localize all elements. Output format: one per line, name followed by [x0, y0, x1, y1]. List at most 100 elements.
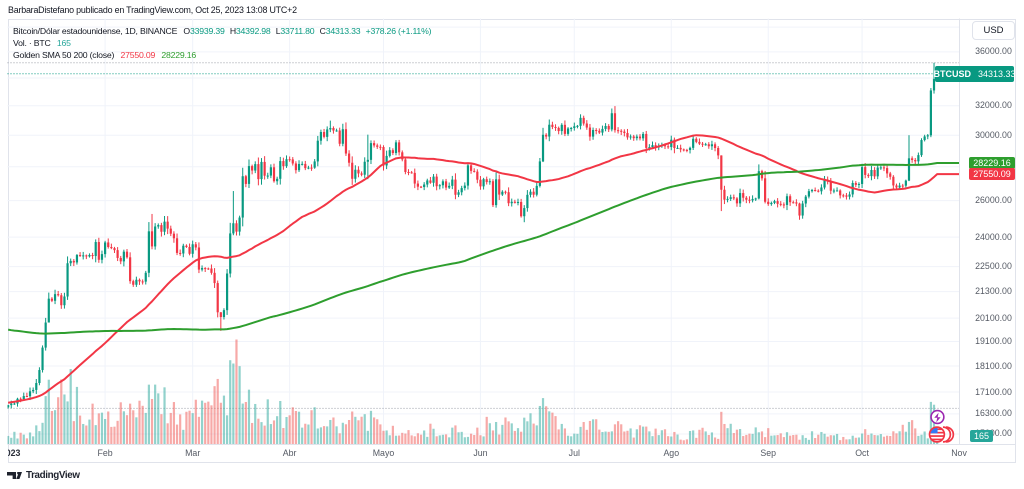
candle-body: [416, 183, 419, 187]
currency-usd-button[interactable]: USD: [972, 21, 1015, 40]
candle-body: [391, 150, 394, 154]
volume-bar: [804, 437, 807, 445]
volume-bar: [839, 440, 842, 445]
volume-bar: [366, 430, 369, 445]
volume-bar: [554, 416, 557, 445]
candle-body: [476, 171, 479, 180]
volume-bar: [566, 435, 570, 445]
volume-value-badge: 165: [970, 430, 993, 443]
tradingview-logo[interactable]: TradingView: [7, 470, 80, 481]
candle-body: [401, 152, 404, 160]
volume-bar: [698, 429, 701, 445]
volume-bar: [376, 419, 379, 445]
volume-bar: [122, 411, 125, 445]
price-tick-label: 19100.00: [975, 335, 1012, 346]
candle-body: [229, 233, 232, 274]
candle-body: [25, 396, 28, 398]
candle-body: [225, 273, 229, 311]
candle-body: [129, 257, 132, 282]
volume-bar: [479, 435, 482, 445]
candle-body: [885, 168, 889, 174]
candle-body: [620, 130, 623, 132]
candle-body: [516, 201, 520, 203]
volume-bar: [282, 428, 285, 445]
volume-bar: [429, 423, 432, 445]
us-flag-event-icon[interactable]: [929, 427, 945, 443]
candle-body: [563, 124, 567, 134]
volume-bar: [25, 438, 28, 445]
volume-bar: [72, 421, 75, 445]
candle-body: [685, 149, 689, 151]
event-markers[interactable]: [928, 409, 955, 443]
candle-body: [451, 179, 454, 186]
candle-body: [776, 201, 779, 204]
candle-body: [172, 233, 176, 239]
candle-body: [554, 126, 557, 128]
candle-body: [651, 145, 654, 148]
volume-bar: [285, 416, 288, 445]
volume-bar: [507, 421, 510, 445]
volume-bar: [7, 435, 10, 445]
candle-body: [898, 185, 901, 188]
volume-bar: [488, 423, 491, 445]
volume-bar: [926, 438, 929, 445]
candle-body: [360, 173, 363, 175]
volume-bar: [717, 438, 720, 445]
legend-indicator-row[interactable]: Golden SMA 50 200 (close) 27550.09 28229…: [13, 50, 196, 60]
candle-body: [635, 136, 638, 139]
volume-bar: [441, 434, 445, 445]
candle-body: [179, 252, 182, 254]
candle-body: [35, 383, 38, 390]
candle-body: [32, 389, 35, 392]
volume-bar: [222, 395, 226, 445]
candle-body: [701, 143, 704, 145]
candle-body: [78, 255, 82, 257]
candle-body: [175, 238, 179, 253]
candle-body: [738, 193, 742, 204]
candle-body: [460, 188, 463, 193]
symbol-title[interactable]: Bitcoin/Dólar estadounidense, 1D, BINANC…: [13, 26, 178, 36]
candle-body: [717, 148, 720, 156]
ohlc-high-value: 34392.98: [235, 26, 271, 36]
volume-bar: [842, 436, 845, 445]
candle-body: [876, 167, 879, 177]
volume-bar: [47, 379, 50, 445]
volume-bar: [485, 416, 488, 445]
candle-body: [232, 223, 235, 234]
volume-bar: [823, 433, 826, 445]
candle-body: [548, 124, 551, 137]
volume-bar: [832, 435, 836, 445]
candle-body: [88, 255, 91, 257]
volume-bar: [244, 401, 247, 445]
candle-body: [410, 172, 413, 174]
candle-body: [60, 295, 63, 306]
volume-bar: [776, 435, 779, 445]
candle-body: [926, 135, 929, 137]
volume-bar: [28, 432, 32, 445]
volume-bar: [132, 410, 135, 445]
volume-bar: [476, 427, 479, 445]
volume-bar: [701, 427, 704, 445]
volume-bar: [723, 423, 726, 445]
price-tick-label: 22500.00: [975, 261, 1012, 272]
candle-body: [510, 201, 513, 204]
volume-bar: [857, 437, 861, 445]
legend-volume-row[interactable]: Vol. · BTC 165: [13, 38, 71, 48]
volume-bar: [911, 420, 914, 445]
volume-bar: [920, 434, 923, 445]
candle-body: [570, 127, 573, 129]
indicator-label: Golden SMA 50 200 (close): [13, 50, 115, 60]
price-pane[interactable]: [7, 18, 960, 445]
candle-body: [141, 281, 144, 283]
candle-body: [817, 190, 820, 192]
candle-body: [388, 150, 391, 156]
volume-bar: [60, 379, 63, 445]
volume-bar: [335, 426, 338, 445]
candle-body: [169, 228, 172, 234]
volume-bar: [541, 398, 545, 445]
candle-body: [616, 130, 620, 132]
candle-body: [770, 202, 773, 205]
legend-symbol-row[interactable]: Bitcoin/Dólar estadounidense, 1D, BINANC…: [13, 26, 431, 36]
